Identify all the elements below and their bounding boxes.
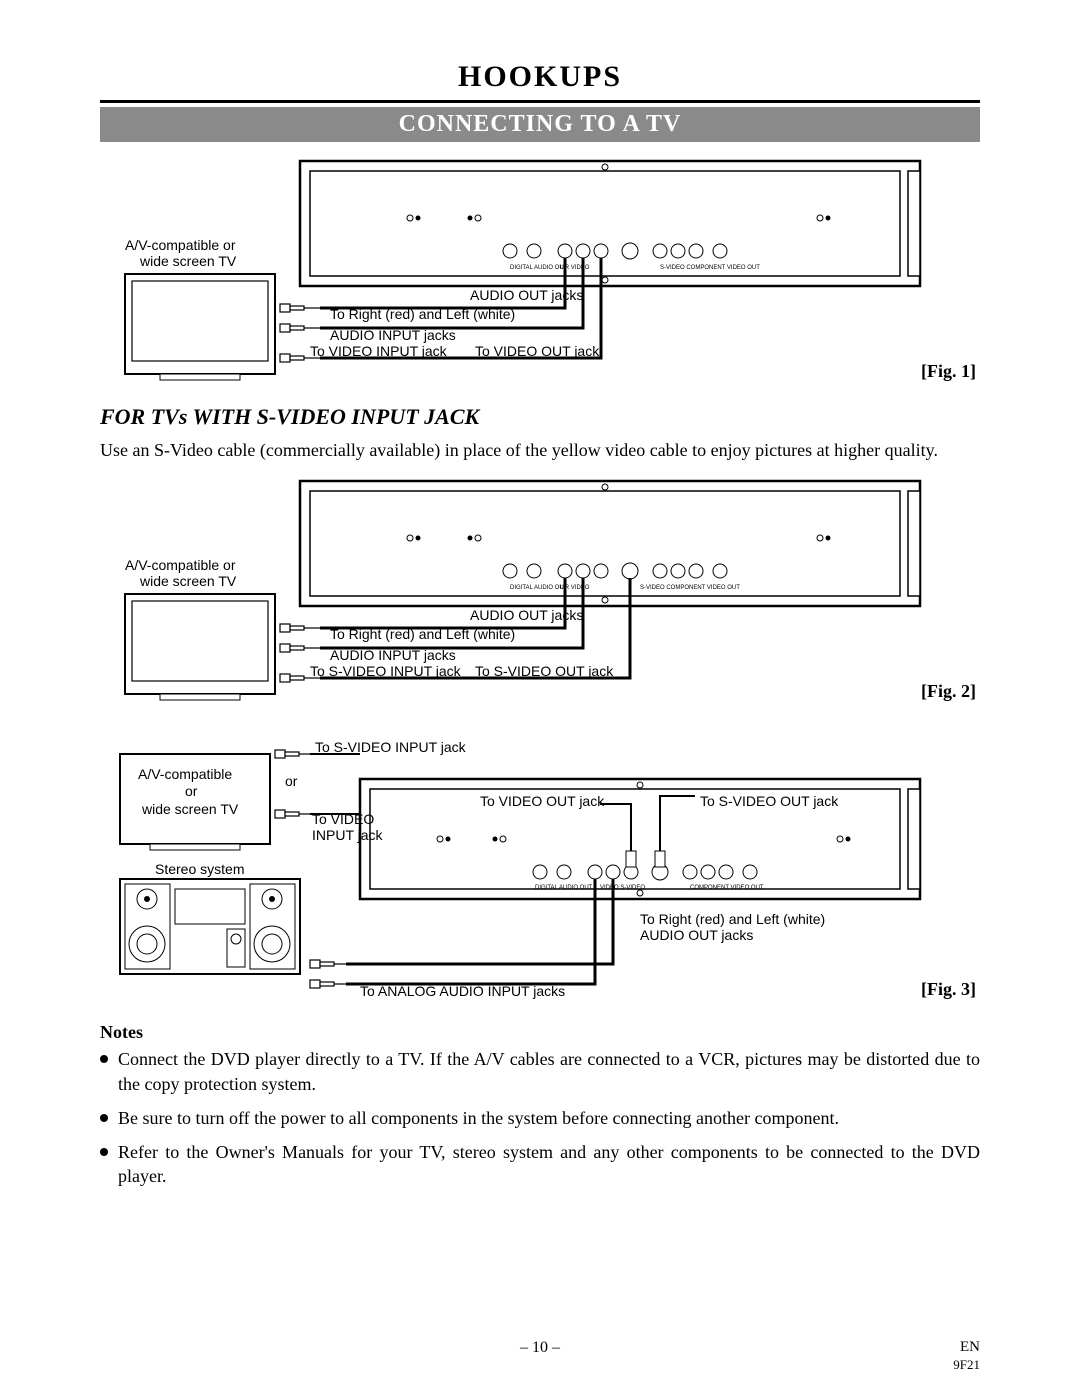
figure-1: L R VIDEO DIGITAL AUDIO OUT S-VIDEO COMP… [100, 156, 980, 386]
fig2-label: [Fig. 2] [921, 681, 976, 702]
note-item: Connect the DVD player directly to a TV.… [100, 1047, 980, 1096]
svg-text:DIGITAL AUDIO OUT: DIGITAL AUDIO OUT [510, 265, 568, 271]
fig3-video-out: To VIDEO OUT jack [480, 793, 605, 809]
fig3-video-in-l2: INPUT jack [312, 827, 384, 843]
fig1-video-out: To VIDEO OUT jack [475, 343, 600, 359]
fig2-tv-l1: A/V-compatible or [125, 557, 236, 573]
fig3-label: [Fig. 3] [921, 979, 976, 1000]
svideo-heading: FOR TVs WITH S-VIDEO INPUT JACK [100, 404, 980, 430]
figure-2: L R VIDEO DIGITAL AUDIO OUT S-VIDEO COMP… [100, 476, 980, 706]
fig2-tv-l2: wide screen TV [139, 573, 237, 589]
fig2-svideo-in: To S-VIDEO INPUT jack [310, 663, 462, 679]
fig2-audio-out: AUDIO OUT jacks [470, 607, 583, 623]
page-footer: – 10 – EN 9F21 [100, 1339, 980, 1357]
fig1-tv-l2: wide screen TV [139, 253, 237, 269]
fig1-video-in: To VIDEO INPUT jack [310, 343, 448, 359]
fig3-svideo-in: To S-VIDEO INPUT jack [315, 739, 467, 755]
svg-text:DIGITAL AUDIO OUT: DIGITAL AUDIO OUT [535, 885, 593, 891]
svg-text:COMPONENT VIDEO OUT: COMPONENT VIDEO OUT [690, 885, 764, 891]
fig1-audio-input: AUDIO INPUT jacks [330, 327, 456, 343]
fig1-label: [Fig. 1] [921, 361, 976, 382]
fig3-svg: A/V-compatible or wide screen TV Stereo … [100, 724, 980, 1004]
svg-text:VIDEO S-VIDEO: VIDEO S-VIDEO [600, 885, 645, 891]
svg-text:S-VIDEO COMPONENT VIDEO OUT: S-VIDEO COMPONENT VIDEO OUT [660, 265, 760, 271]
fig1-svg: L R VIDEO DIGITAL AUDIO OUT S-VIDEO COMP… [100, 156, 980, 386]
fig3-or: or [285, 773, 298, 789]
fig3-audio-out: AUDIO OUT jacks [640, 927, 753, 943]
fig3-stereo-label: Stereo system [155, 861, 244, 877]
divider [100, 100, 980, 103]
note-item: Be sure to turn off the power to all com… [100, 1106, 980, 1130]
footer-code: 9F21 [953, 1357, 980, 1373]
fig1-tv-l1: A/V-compatible or [125, 237, 236, 253]
svg-text:DIGITAL AUDIO OUT: DIGITAL AUDIO OUT [510, 585, 568, 591]
notes-list: Connect the DVD player directly to a TV.… [100, 1047, 980, 1188]
svideo-paragraph: Use an S-Video cable (commercially avail… [100, 438, 980, 462]
fig2-svideo-out: To S-VIDEO OUT jack [475, 663, 614, 679]
fig2-audio-input: AUDIO INPUT jacks [330, 647, 456, 663]
notes-heading: Notes [100, 1022, 980, 1043]
fig3-tv-l2: or [185, 783, 198, 799]
footer-lang: EN [960, 1339, 980, 1356]
fig1-audio-out: AUDIO OUT jacks [470, 287, 583, 303]
fig2-svg: L R VIDEO DIGITAL AUDIO OUT S-VIDEO COMP… [100, 476, 980, 706]
page-title: HOOKUPS [100, 60, 980, 94]
note-item: Refer to the Owner's Manuals for your TV… [100, 1140, 980, 1189]
svg-text:S-VIDEO COMPONENT VIDEO OUT: S-VIDEO COMPONENT VIDEO OUT [640, 585, 740, 591]
fig3-to-analog: To ANALOG AUDIO INPUT jacks [360, 983, 565, 999]
fig1-to-rl: To Right (red) and Left (white) [330, 306, 515, 322]
fig3-tv-l1: A/V-compatible [138, 766, 232, 782]
fig3-svideo-out: To S-VIDEO OUT jack [700, 793, 839, 809]
fig3-video-in-l1: To VIDEO [312, 811, 374, 827]
fig2-to-rl: To Right (red) and Left (white) [330, 626, 515, 642]
section-banner: CONNECTING TO A TV [100, 107, 980, 142]
fig3-to-rl: To Right (red) and Left (white) [640, 911, 825, 927]
figure-3: A/V-compatible or wide screen TV Stereo … [100, 724, 980, 1004]
page-number: – 10 – [100, 1339, 980, 1357]
fig3-tv-l3: wide screen TV [141, 801, 239, 817]
